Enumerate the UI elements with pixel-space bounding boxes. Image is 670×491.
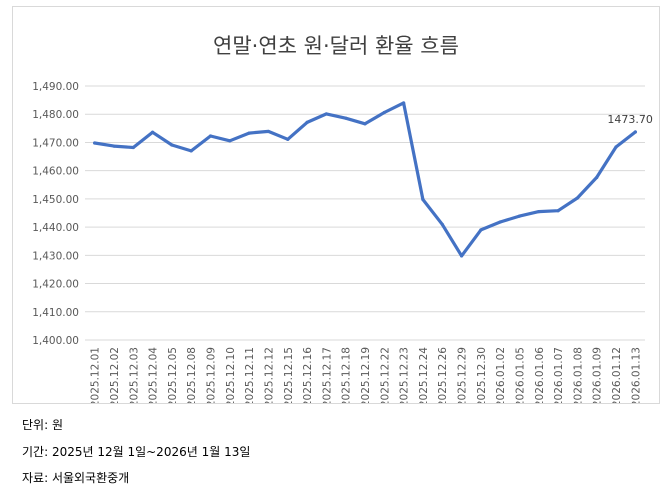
x-tick-label: 2025.12.23 [399, 347, 411, 403]
y-tick-label: 1,480.00 [32, 109, 79, 121]
x-tick-label: 2025.12.09 [206, 347, 218, 403]
y-tick-label: 1,460.00 [32, 166, 79, 178]
x-tick-label: 2025.12.12 [263, 347, 275, 403]
data-point [363, 122, 367, 126]
data-point [344, 116, 348, 120]
x-tick-label: 2025.12.03 [128, 347, 140, 403]
x-tick-label: 2025.12.08 [186, 347, 198, 403]
x-tick-label: 2026.01.06 [534, 347, 546, 403]
data-label: 1473.70 [607, 113, 653, 126]
x-tick-label: 2025.12.18 [341, 347, 353, 403]
data-point [324, 112, 328, 116]
data-labels: 1473.70 [607, 113, 653, 126]
x-tick-label: 2025.12.16 [302, 347, 314, 403]
data-point [479, 228, 483, 232]
data-point [305, 120, 309, 125]
x-tick-label: 2025.12.17 [321, 347, 333, 403]
period-note: 기간: 2025년 12월 1일~2026년 1월 13일 [22, 445, 251, 459]
x-tick-label: 2025.12.26 [437, 347, 449, 403]
data-point [556, 209, 560, 213]
x-tick-label: 2026.01.12 [611, 347, 623, 403]
x-axis-ticks: 2025.12.01 2025.12.02 2025.12.03 2025.12.04… [90, 347, 643, 403]
y-tick-label: 1,490.00 [32, 81, 79, 93]
data-point [208, 134, 213, 138]
data-point [170, 143, 174, 147]
gridlines [85, 85, 645, 341]
data-point [247, 131, 251, 135]
x-tick-label: 2025.12.02 [109, 347, 121, 403]
x-tick-label: 2025.12.24 [418, 347, 430, 403]
y-axis-ticks: 1,400.00 1,410.00 1,420.00 1,430.00 1,440.00… [32, 81, 79, 347]
x-tick-label: 2026.01.13 [630, 347, 642, 403]
data-point [402, 101, 406, 105]
y-tick-label: 1,450.00 [32, 194, 79, 206]
x-tick-label: 2026.01.07 [553, 347, 565, 403]
y-tick-label: 1,420.00 [32, 279, 79, 291]
data-point [382, 110, 386, 115]
line-chart: 연말·연초 원·달러 환율 흐름 1,400.00 1,410.00 1,420.0… [32, 34, 653, 403]
data-point [228, 139, 232, 143]
data-point [633, 130, 637, 134]
x-tick-label: 2025.12.05 [167, 347, 179, 403]
x-tick-label: 2025.12.11 [244, 347, 256, 403]
data-point [421, 197, 425, 202]
y-tick-label: 1,440.00 [32, 222, 79, 234]
data-point [575, 196, 580, 200]
series-line [93, 101, 637, 258]
data-point [112, 144, 116, 148]
data-point [286, 137, 290, 141]
data-point [93, 141, 97, 145]
x-tick-label: 2025.12.19 [360, 347, 372, 403]
x-tick-label: 2025.12.04 [148, 347, 160, 403]
data-point [189, 149, 193, 153]
source-note: 자료: 서울외국환중개 [22, 471, 130, 485]
data-point [131, 145, 135, 150]
y-tick-label: 1,470.00 [32, 137, 79, 149]
x-tick-label: 2026.01.09 [592, 347, 604, 403]
data-point [440, 222, 444, 226]
data-point [614, 145, 618, 149]
x-tick-label: 2026.01.05 [514, 347, 526, 403]
data-point [595, 175, 599, 180]
chart-title: 연말·연초 원·달러 환율 흐름 [213, 34, 459, 58]
data-point [537, 209, 541, 214]
x-tick-label: 2025.12.10 [225, 347, 237, 403]
data-point [266, 129, 271, 134]
data-point [517, 214, 522, 218]
x-tick-label: 2025.12.22 [379, 347, 391, 403]
chart-frame: 연말·연초 원·달러 환율 흐름 1,400.00 1,410.00 1,420.0… [12, 6, 660, 404]
x-tick-label: 2025.12.15 [283, 347, 295, 403]
x-tick-label: 2025.12.29 [457, 347, 469, 403]
y-tick-label: 1,410.00 [32, 307, 79, 319]
series-layer [93, 101, 637, 258]
x-tick-label: 2026.01.02 [495, 347, 507, 403]
y-tick-label: 1,400.00 [32, 335, 79, 347]
unit-note: 단위: 원 [22, 418, 63, 432]
x-tick-label: 2025.12.01 [90, 347, 102, 403]
x-tick-label: 2026.01.08 [572, 347, 584, 403]
data-point [150, 130, 155, 134]
data-point [498, 220, 502, 224]
y-tick-label: 1,430.00 [32, 250, 79, 262]
data-point [459, 254, 464, 258]
x-tick-label: 2025.12.30 [476, 347, 488, 403]
